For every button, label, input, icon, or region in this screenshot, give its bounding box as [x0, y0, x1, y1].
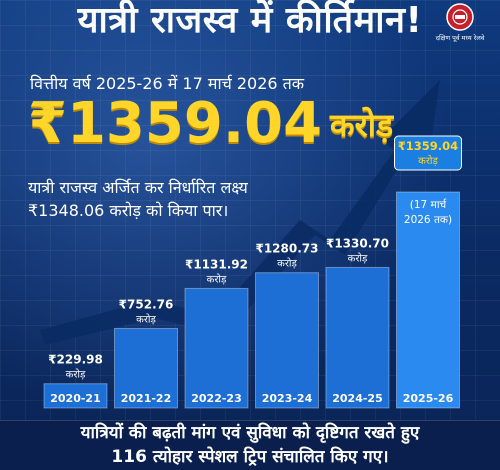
- bar-2021-22: [114, 327, 178, 409]
- subtitle: वित्तीय वर्ष 2025-26 में 17 मार्च 2026 त…: [30, 74, 305, 93]
- bar-2025-26: [396, 191, 460, 409]
- description-line-1: यात्री राजस्व अर्जित कर निर्धारित लक्ष्य: [28, 178, 248, 197]
- bar-note: 2026 तक): [404, 214, 452, 226]
- page-title: यात्री राजस्व में कीर्तिमान!: [77, 0, 423, 41]
- railway-logo: दक्षिण पूर्व मध्य रेलवे: [428, 2, 492, 46]
- highlight-value: ₹1359.04: [28, 91, 323, 156]
- highlight-badge: [394, 135, 462, 171]
- footer-line-1: यात्रियों की बढ़ती मांग एवं सुविधा को दृ…: [80, 423, 420, 443]
- value-unit-label: करोड़: [277, 258, 297, 270]
- highlight-unit: करोड़: [330, 106, 394, 144]
- category-label: 2021-22: [121, 392, 172, 405]
- value-unit-label: करोड़: [66, 369, 86, 381]
- description: यात्री राजस्व अर्जित कर निर्धारित लक्ष्य…: [28, 176, 318, 222]
- value-label: ₹1131.92: [185, 257, 248, 271]
- category-label: 2022-23: [191, 392, 242, 405]
- category-label: 2020-21: [50, 392, 101, 405]
- value-unit-label: करोड़: [418, 155, 438, 167]
- bar-2024-25: [325, 266, 390, 409]
- value-label: ₹1280.73: [255, 242, 318, 256]
- bar-2023-24: [255, 272, 319, 409]
- highlight-amount: ₹1359.04 करोड़: [28, 96, 393, 152]
- value-unit-label: करोड़: [207, 273, 227, 285]
- value-label: ₹1330.70: [326, 236, 389, 250]
- revenue-bar-chart: 2020-21 ₹229.98 करोड़ 2021-22 ₹752.76 करोड़ 20…: [43, 135, 462, 409]
- footer-banner: यात्रियों की बढ़ती मांग एवं सुविधा को दृ…: [0, 420, 500, 470]
- value-label: ₹229.98: [48, 353, 103, 367]
- bar-2020-21: [43, 383, 108, 409]
- railway-emblem-icon: [446, 3, 474, 31]
- bar-note: (17 मार्च: [410, 198, 447, 211]
- value-unit-label: करोड़: [348, 252, 368, 264]
- logo-text: दक्षिण पूर्व मध्य रेलवे: [435, 34, 485, 42]
- value-unit-label: करोड़: [136, 313, 156, 325]
- category-label: 2024-25: [332, 392, 383, 405]
- footer-line-2: 116 त्योहार स्पेशल ट्रिप संचालित किए गए।: [111, 447, 389, 467]
- bar-2022-23: [184, 287, 249, 409]
- category-label: 2025-26: [403, 392, 454, 405]
- description-line-2: ₹1348.06 करोड़ को किया पार।: [28, 201, 229, 221]
- value-label: ₹752.76: [119, 297, 174, 311]
- category-label: 2023-24: [262, 392, 313, 405]
- value-label: ₹1359.04: [398, 139, 458, 153]
